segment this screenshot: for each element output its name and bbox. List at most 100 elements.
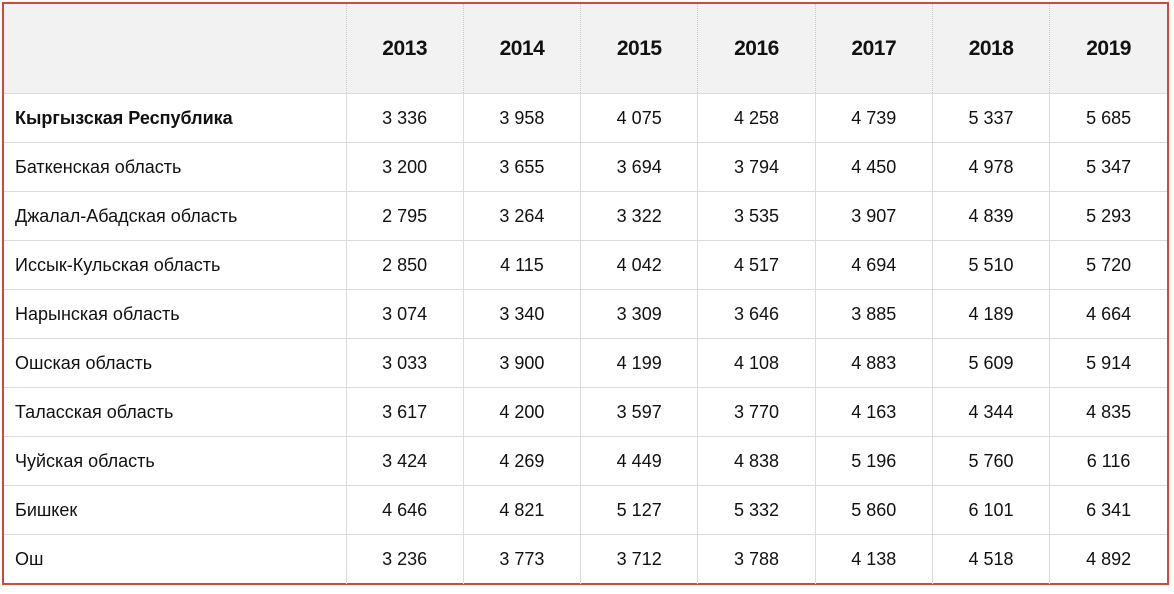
region-label: Ош	[4, 534, 346, 584]
table-row: Ошская область 3 033 3 900 4 199 4 108 4 883 5…	[4, 338, 1167, 388]
value-cell: 3 694	[580, 142, 698, 192]
table-header-row: 2013 2014 2015 2016 2017 2018 2019	[4, 4, 1167, 94]
value-cell: 5 914	[1049, 338, 1167, 388]
year-column-header: 2015	[580, 4, 698, 94]
value-cell: 5 720	[1049, 240, 1167, 290]
value-cell: 3 200	[345, 142, 464, 192]
value-cell: 4 450	[814, 142, 933, 192]
table-row: Кыргызская Республика 3 336 3 958 4 075 4 25…	[4, 93, 1167, 143]
value-cell: 5 196	[814, 436, 933, 486]
value-cell: 3 646	[697, 289, 816, 339]
region-label: Ошская область	[4, 338, 346, 388]
value-cell: 5 685	[1049, 93, 1167, 143]
value-cell: 2 795	[345, 191, 464, 241]
value-cell: 5 760	[931, 436, 1050, 486]
table-row: Джалал-Абадская область 2 795 3 264 3 322 3 …	[4, 191, 1167, 241]
statistics-table: 2013 2014 2015 2016 2017 2018 2019 Кыргызская …	[4, 4, 1167, 584]
value-cell: 5 860	[814, 485, 933, 535]
value-cell: 3 885	[814, 289, 933, 339]
value-cell: 3 236	[345, 534, 464, 584]
value-cell: 3 900	[462, 338, 581, 388]
year-column-header: 2014	[462, 4, 581, 94]
value-cell: 3 617	[345, 387, 464, 437]
value-cell: 3 788	[697, 534, 816, 584]
value-cell: 3 535	[697, 191, 816, 241]
year-column-header: 2019	[1049, 4, 1167, 94]
value-cell: 3 770	[697, 387, 816, 437]
value-cell: 4 163	[814, 387, 933, 437]
region-label: Баткенская область	[4, 142, 346, 192]
year-column-header: 2018	[931, 4, 1050, 94]
value-cell: 4 518	[931, 534, 1050, 584]
value-cell: 4 042	[580, 240, 698, 290]
value-cell: 4 189	[931, 289, 1050, 339]
region-label: Бишкек	[4, 485, 346, 535]
value-cell: 3 264	[462, 191, 581, 241]
value-cell: 3 074	[345, 289, 464, 339]
value-cell: 4 892	[1049, 534, 1167, 584]
value-cell: 3 907	[814, 191, 933, 241]
region-label: Таласская область	[4, 387, 346, 437]
value-cell: 3 033	[345, 338, 464, 388]
value-cell: 4 199	[580, 338, 698, 388]
value-cell: 3 424	[345, 436, 464, 486]
value-cell: 5 609	[931, 338, 1050, 388]
corner-header-cell	[4, 4, 346, 94]
table-header: 2013 2014 2015 2016 2017 2018 2019	[4, 4, 1167, 94]
value-cell: 4 839	[931, 191, 1050, 241]
value-cell: 4 258	[697, 93, 816, 143]
region-label: Джалал-Абадская область	[4, 191, 346, 241]
table-row: Ош 3 236 3 773 3 712 3 788 4 138 4 518 4 892	[4, 534, 1167, 584]
year-column-header: 2016	[697, 4, 816, 94]
value-cell: 4 694	[814, 240, 933, 290]
region-label: Нарынская область	[4, 289, 346, 339]
table-row: Иссык-Кульская область 2 850 4 115 4 042 4 5…	[4, 240, 1167, 290]
value-cell: 4 883	[814, 338, 933, 388]
value-cell: 4 835	[1049, 387, 1167, 437]
table-row: Нарынская область 3 074 3 340 3 309 3 646 3 8…	[4, 289, 1167, 339]
value-cell: 4 517	[697, 240, 816, 290]
value-cell: 3 712	[580, 534, 698, 584]
value-cell: 5 293	[1049, 191, 1167, 241]
year-column-header: 2013	[345, 4, 464, 94]
value-cell: 5 337	[931, 93, 1050, 143]
value-cell: 3 336	[345, 93, 464, 143]
value-cell: 5 332	[697, 485, 816, 535]
value-cell: 4 739	[814, 93, 933, 143]
value-cell: 4 200	[462, 387, 581, 437]
value-cell: 4 075	[580, 93, 698, 143]
value-cell: 5 347	[1049, 142, 1167, 192]
value-cell: 3 340	[462, 289, 581, 339]
value-cell: 3 794	[697, 142, 816, 192]
value-cell: 4 449	[580, 436, 698, 486]
year-column-header: 2017	[814, 4, 933, 94]
region-label: Кыргызская Республика	[4, 93, 346, 143]
table-body: Кыргызская Республика 3 336 3 958 4 075 4 25…	[4, 93, 1167, 584]
value-cell: 3 322	[580, 191, 698, 241]
value-cell: 3 958	[462, 93, 581, 143]
value-cell: 3 773	[462, 534, 581, 584]
value-cell: 4 108	[697, 338, 816, 388]
value-cell: 4 344	[931, 387, 1050, 437]
value-cell: 4 664	[1049, 289, 1167, 339]
value-cell: 4 838	[697, 436, 816, 486]
value-cell: 4 115	[462, 240, 581, 290]
value-cell: 3 655	[462, 142, 581, 192]
region-label: Иссык-Кульская область	[4, 240, 346, 290]
value-cell: 5 127	[580, 485, 698, 535]
value-cell: 4 821	[462, 485, 581, 535]
table-row: Баткенская область 3 200 3 655 3 694 3 794 4 …	[4, 142, 1167, 192]
value-cell: 4 646	[345, 485, 464, 535]
value-cell: 4 978	[931, 142, 1050, 192]
value-cell: 6 101	[931, 485, 1050, 535]
value-cell: 5 510	[931, 240, 1050, 290]
value-cell: 6 341	[1049, 485, 1167, 535]
statistics-table-frame: 2013 2014 2015 2016 2017 2018 2019 Кыргызская …	[2, 2, 1169, 585]
value-cell: 3 597	[580, 387, 698, 437]
value-cell: 4 138	[814, 534, 933, 584]
table-row: Бишкек 4 646 4 821 5 127 5 332 5 860 6 101 6 34…	[4, 485, 1167, 535]
value-cell: 6 116	[1049, 436, 1167, 486]
table-row: Таласская область 3 617 4 200 3 597 3 770 4 1…	[4, 387, 1167, 437]
value-cell: 2 850	[345, 240, 464, 290]
table-row: Чуйская область 3 424 4 269 4 449 4 838 5 196…	[4, 436, 1167, 486]
